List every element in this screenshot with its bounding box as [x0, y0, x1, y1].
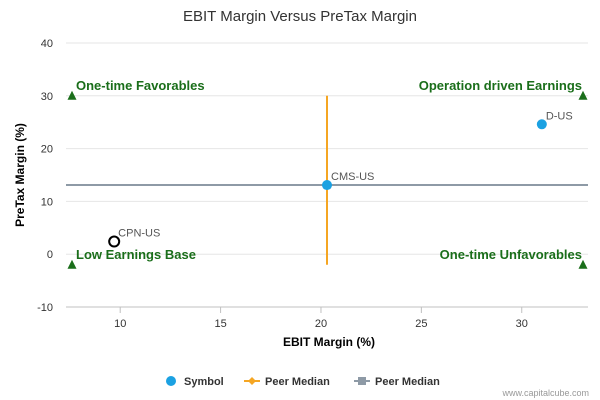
data-point-label: D-US: [546, 110, 573, 122]
data-point: [322, 180, 332, 191]
legend-square-marker: [358, 377, 366, 385]
y-tick-label: 0: [47, 249, 53, 261]
x-tick-label: 25: [415, 318, 427, 330]
y-tick-label: -10: [37, 302, 53, 314]
legend: Symbol Peer Median Peer Median: [166, 376, 440, 388]
y-tick-label: 30: [41, 91, 53, 103]
quadrant-label: Operation driven Earnings: [419, 78, 582, 93]
legend-label: Peer Median: [265, 376, 330, 388]
quadrant-label: One-time Favorables: [76, 78, 205, 93]
legend-label: Peer Median: [375, 376, 440, 388]
data-point: [536, 119, 547, 130]
y-axis-ticks: -10 0 10 20 30 40: [37, 38, 53, 314]
y-tick-label: 10: [41, 196, 53, 208]
quadrant-label: Low Earnings Base: [76, 247, 196, 262]
x-axis-ticks: 10 15 20 25 30: [114, 307, 528, 330]
data-point-label: CPN-US: [118, 228, 160, 240]
y-tick-label: 20: [41, 144, 53, 156]
data-point-label: CMS-US: [331, 171, 374, 183]
legend-diamond-marker: [248, 377, 256, 385]
chart-title: EBIT Margin Versus PreTax Margin: [183, 8, 417, 25]
x-tick-label: 15: [214, 318, 226, 330]
data-points: D-US CMS-US CPN-US: [108, 110, 573, 248]
credit-text: www.capitalcube.com: [501, 388, 589, 398]
quadrant-label: One-time Unfavorables: [440, 247, 582, 262]
y-tick-label: 40: [41, 38, 53, 50]
legend-symbol-marker: [166, 376, 176, 386]
x-tick-label: 10: [114, 318, 126, 330]
quadrant-marker: [578, 259, 588, 269]
y-axis-title: PreTax Margin (%): [13, 123, 27, 227]
legend-label: Symbol: [184, 376, 224, 388]
x-tick-label: 20: [315, 318, 327, 330]
quadrant-labels: One-time Favorables Operation driven Earn…: [67, 78, 588, 269]
quadrant-marker: [67, 259, 77, 269]
data-point: [108, 235, 121, 248]
quadrant-marker: [67, 90, 77, 100]
x-axis-title: EBIT Margin (%): [283, 335, 375, 349]
x-tick-label: 30: [516, 318, 528, 330]
quadrant-marker: [578, 90, 588, 100]
